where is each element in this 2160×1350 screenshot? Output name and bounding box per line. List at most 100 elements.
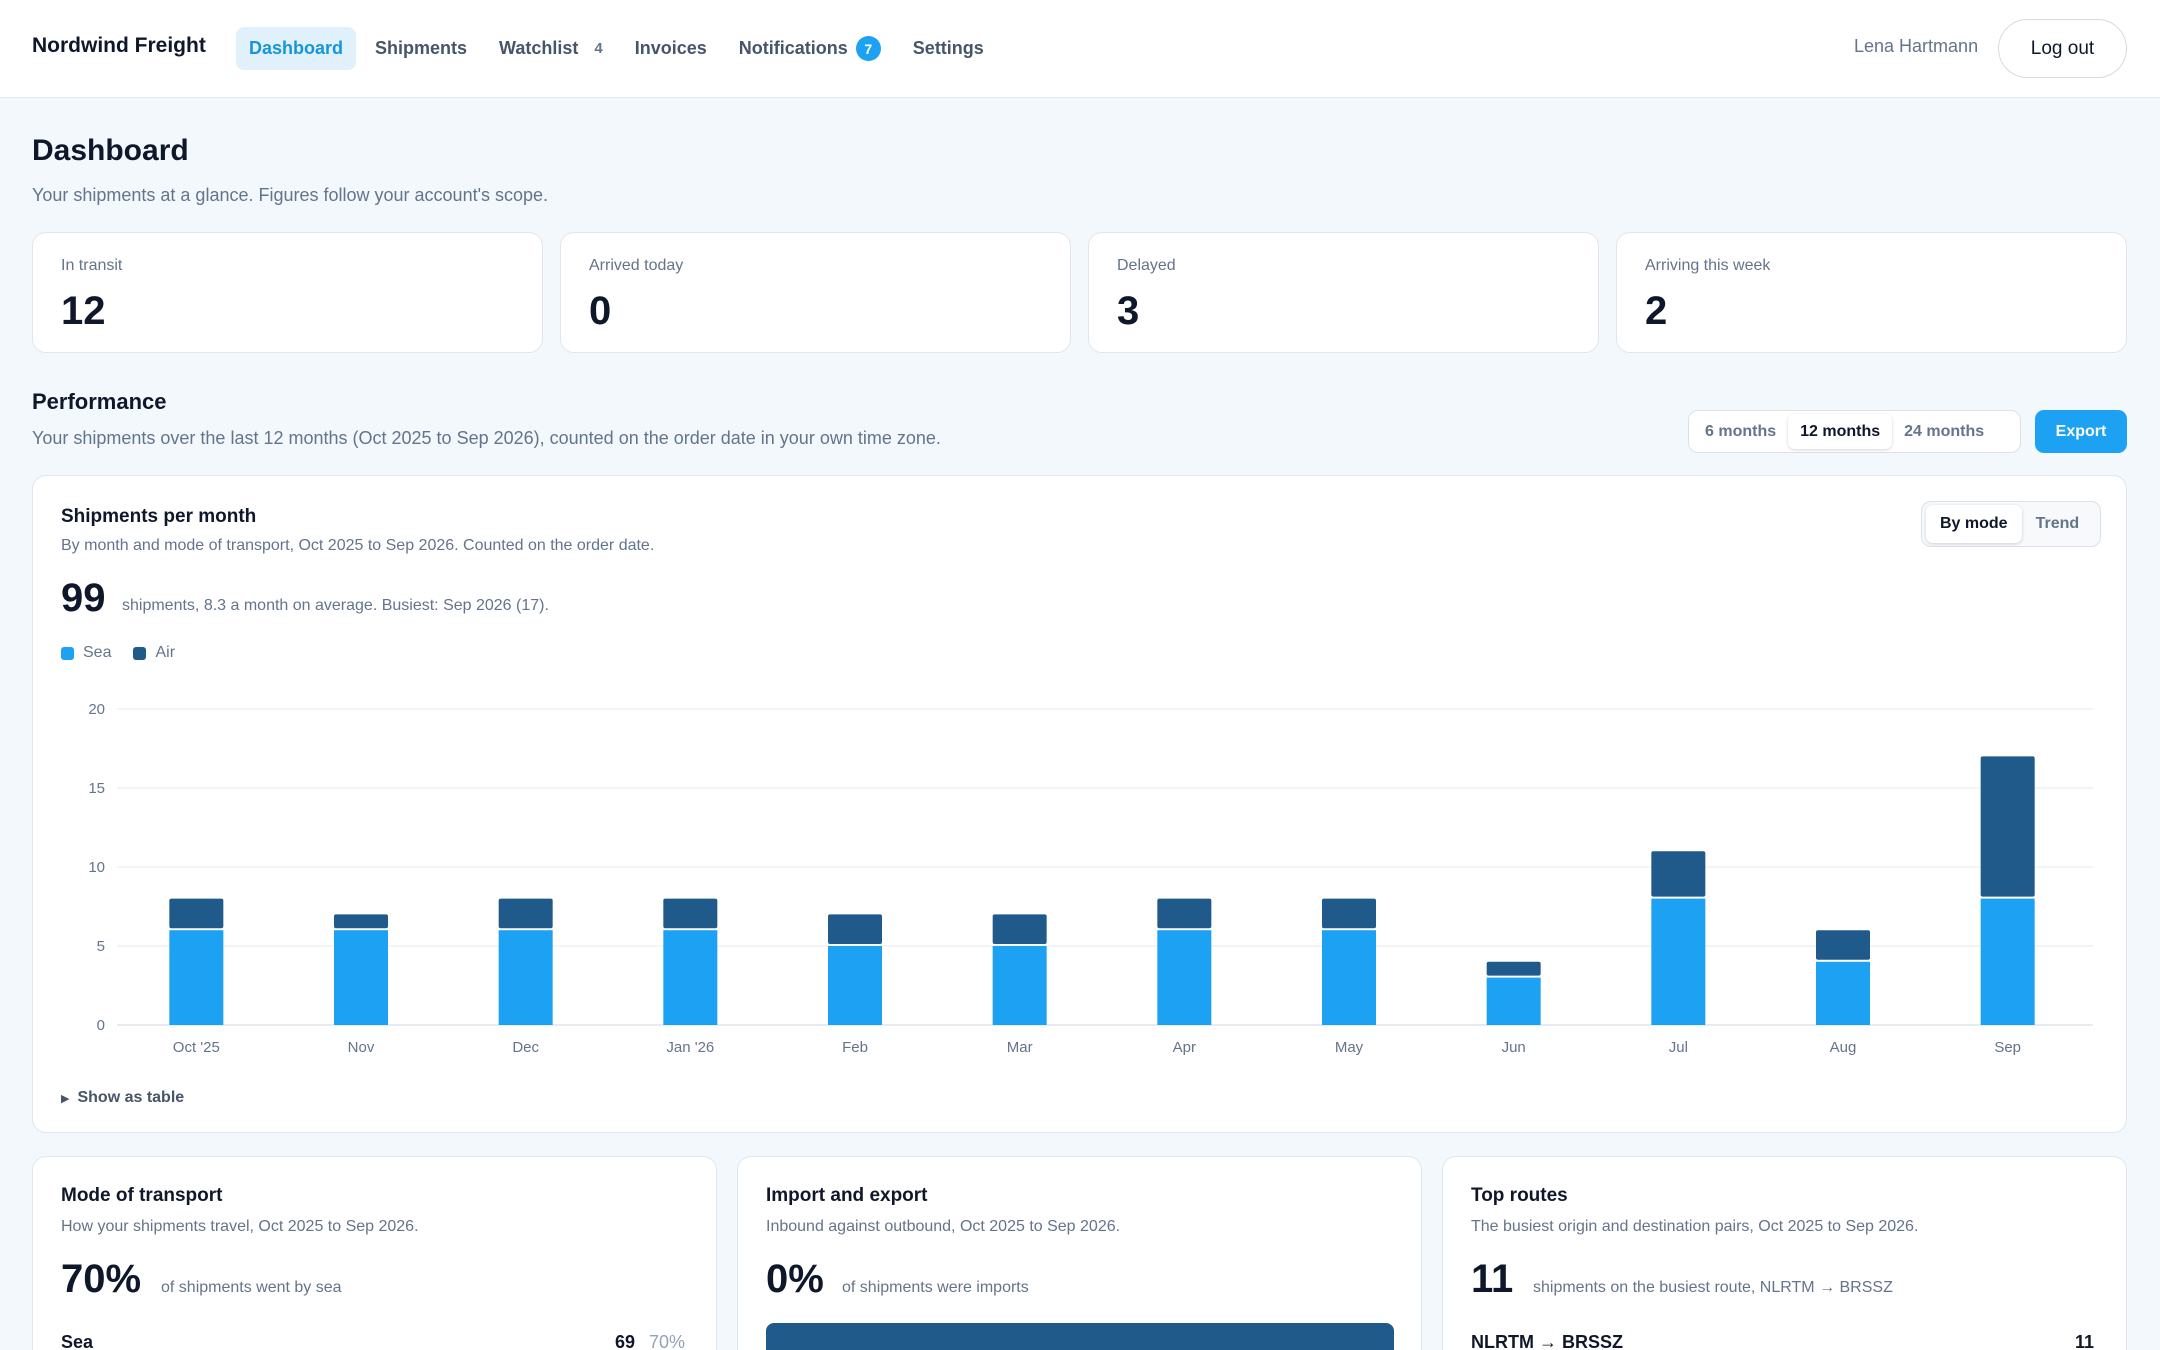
- legend-item-air: Air: [133, 644, 175, 662]
- x-tick-label: Mar: [1007, 1039, 1033, 1056]
- stat-label: Arriving this week: [1645, 257, 1771, 274]
- card-big-value: 70%: [61, 1257, 142, 1301]
- y-tick-label: 10: [88, 859, 105, 876]
- notifications-badge: 7: [855, 36, 881, 61]
- legend-label: Sea: [83, 644, 112, 661]
- card-title: Import and export: [766, 1185, 928, 1206]
- performance-subtitle: Your shipments over the last 12 months (…: [32, 428, 941, 448]
- nav-item-invoices[interactable]: Invoices: [622, 27, 720, 70]
- watchlist-count: 4: [594, 40, 603, 57]
- bar-air: [663, 898, 718, 929]
- range-6-months[interactable]: 6 months: [1705, 422, 1777, 440]
- range-24-months[interactable]: 24 months: [1904, 422, 1985, 440]
- mode-row-percent: 70%: [649, 1332, 686, 1350]
- x-tick-label: Nov: [348, 1039, 375, 1056]
- x-tick-label: Jan '26: [666, 1039, 714, 1056]
- top-routes-card: Top routes The busiest origin and destin…: [1442, 1156, 2127, 1350]
- stat-value: 2: [1645, 289, 1668, 333]
- nav-item-settings[interactable]: Settings: [900, 27, 997, 70]
- y-tick-label: 20: [88, 701, 105, 718]
- page-title: Dashboard: [32, 134, 189, 167]
- stat-card-arrived-today: Arrived today 0: [560, 232, 1071, 353]
- legend-swatch-sea: [61, 646, 74, 660]
- bar-air: [1980, 756, 2035, 897]
- bar-sea: [498, 930, 553, 1025]
- card-title: Mode of transport: [61, 1185, 223, 1206]
- chart-mode-toggle: By mode Trend: [1921, 501, 2101, 547]
- show-as-table-toggle[interactable]: ▶ Show as table: [61, 1089, 184, 1107]
- user-name: Lena Hartmann: [1854, 36, 1979, 56]
- route-row-value: 11: [2075, 1332, 2095, 1350]
- stat-card-arriving-this-week: Arriving this week 2: [1616, 232, 2127, 353]
- logout-button[interactable]: Log out: [1998, 19, 2127, 78]
- bar-sea: [169, 930, 224, 1025]
- mode-by-mode[interactable]: By mode: [1926, 505, 2022, 543]
- x-tick-label: May: [1335, 1039, 1364, 1056]
- import-export-card: Import and export Inbound against outbou…: [737, 1156, 1422, 1350]
- bar-air: [1816, 930, 1870, 960]
- nav-label: Notifications: [738, 38, 848, 58]
- card-big-value: 0%: [766, 1257, 824, 1301]
- chart-total: 99: [61, 576, 106, 620]
- bar-sea: [828, 946, 882, 1025]
- nav-label: Watchlist: [499, 38, 579, 58]
- card-note: shipments on the busiest route, NLRTM → …: [1533, 1279, 1893, 1296]
- show-table-label: Show as table: [77, 1089, 185, 1106]
- nav-item-shipments[interactable]: Shipments: [362, 27, 480, 70]
- chart-legend: Sea Air: [61, 644, 197, 662]
- bar-sea: [1322, 930, 1376, 1025]
- disclosure-triangle-icon: ▶: [61, 1092, 70, 1105]
- top-nav-bar: Nordwind Freight Dashboard Shipments Wat…: [0, 0, 2160, 98]
- stat-label: Delayed: [1117, 257, 1176, 274]
- bar-air: [1157, 898, 1212, 929]
- bar-sea: [1157, 930, 1212, 1025]
- bar-air: [169, 898, 224, 929]
- stat-value: 3: [1117, 289, 1140, 333]
- x-tick-label: Sep: [1994, 1039, 2021, 1056]
- bar-air: [1322, 898, 1376, 929]
- card-title: Top routes: [1471, 1185, 1568, 1206]
- route-row-label: NLRTM → BRSSZ: [1471, 1332, 1623, 1350]
- card-subtitle: How your shipments travel, Oct 2025 to S…: [61, 1218, 419, 1235]
- import-export-bar: [766, 1323, 1394, 1350]
- x-tick-label: Apr: [1173, 1039, 1196, 1056]
- x-tick-label: Jun: [1502, 1039, 1526, 1056]
- range-selector: 6 months 12 months 24 months: [1688, 410, 2021, 453]
- card-note: of shipments went by sea: [161, 1279, 342, 1296]
- card-subtitle: The busiest origin and destination pairs…: [1471, 1218, 1919, 1235]
- x-tick-label: Feb: [842, 1039, 868, 1056]
- bar-sea: [1816, 961, 1870, 1025]
- bar-sea: [1486, 977, 1541, 1025]
- nav-label: Shipments: [375, 38, 468, 58]
- nav-label: Invoices: [634, 38, 707, 58]
- bar-air: [498, 898, 553, 929]
- bar-air: [1486, 961, 1541, 976]
- bar-air: [334, 914, 388, 929]
- card-big-value: 11: [1471, 1257, 1514, 1301]
- legend-item-sea: Sea: [61, 644, 111, 662]
- bar-sea: [334, 930, 388, 1025]
- stat-card-in-transit: In transit 12: [32, 232, 543, 353]
- card-subtitle: Inbound against outbound, Oct 2025 to Se…: [766, 1218, 1121, 1235]
- mode-trend[interactable]: Trend: [2035, 515, 2080, 532]
- nav-item-dashboard[interactable]: Dashboard: [236, 27, 357, 70]
- nav-item-notifications[interactable]: Notifications 7: [726, 27, 894, 70]
- export-button[interactable]: Export: [2035, 410, 2127, 453]
- bar-sea: [1980, 898, 2035, 1025]
- card-note: of shipments were imports: [842, 1279, 1029, 1296]
- nav-item-watchlist[interactable]: Watchlist 4: [486, 27, 616, 70]
- x-tick-label: Oct '25: [173, 1039, 220, 1056]
- x-tick-label: Aug: [1830, 1039, 1857, 1056]
- range-12-months[interactable]: 12 months: [1788, 414, 1893, 449]
- chart-subtitle: By month and mode of transport, Oct 2025…: [61, 537, 655, 554]
- nav-label: Dashboard: [249, 38, 344, 58]
- bar-air: [992, 914, 1047, 944]
- brand-logo[interactable]: Nordwind Freight: [32, 34, 206, 57]
- x-tick-label: Jul: [1669, 1039, 1688, 1056]
- stat-card-delayed: Delayed 3: [1088, 232, 1599, 353]
- chart-total-note: shipments, 8.3 a month on average. Busie…: [122, 597, 549, 614]
- y-tick-label: 5: [97, 938, 105, 955]
- mode-row-label: Sea: [61, 1332, 94, 1350]
- bar-sea: [663, 930, 718, 1025]
- bar-sea: [1651, 898, 1706, 1025]
